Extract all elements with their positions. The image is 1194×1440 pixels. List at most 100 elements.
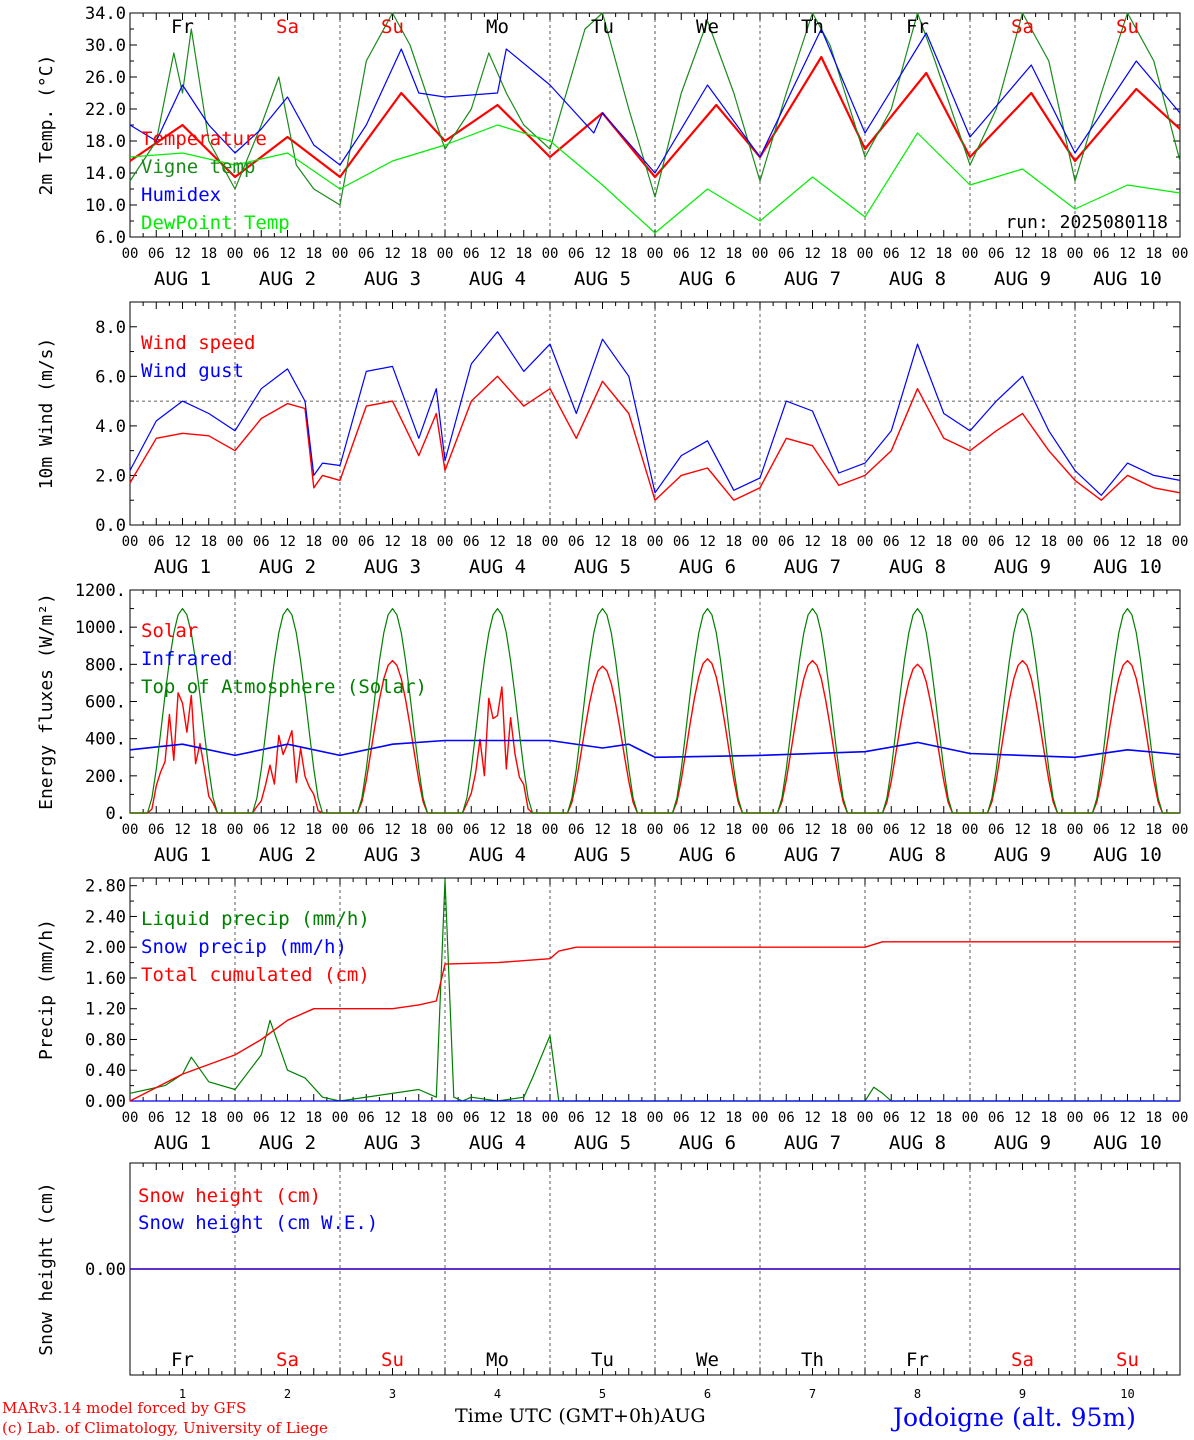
x-hour-label: 12 <box>174 246 191 262</box>
x-hour-label: 00 <box>752 534 769 550</box>
day-number-label: 7 <box>809 1387 816 1401</box>
x-date-label: AUG 1 <box>154 1132 211 1154</box>
x-hour-label: 12 <box>804 1110 821 1126</box>
x-hour-label: 18 <box>200 246 217 262</box>
x-hour-label: 06 <box>463 534 480 550</box>
x-hour-label: 18 <box>620 246 637 262</box>
x-hour-label: 00 <box>1067 1110 1084 1126</box>
x-hour-label: 00 <box>647 822 664 838</box>
x-date-label: AUG 6 <box>679 268 736 290</box>
x-hour-label: 12 <box>1119 1110 1136 1126</box>
x-hour-label: 12 <box>909 246 926 262</box>
x-date-label: AUG 9 <box>994 556 1051 578</box>
x-hour-label: 00 <box>437 1110 454 1126</box>
x-hour-label: 06 <box>148 534 165 550</box>
x-hour-label: 06 <box>568 534 585 550</box>
y-tick-label: 0. <box>106 804 126 824</box>
y-tick-label: 6.0 <box>95 367 126 387</box>
x-hour-label: 12 <box>1014 1110 1031 1126</box>
weekday-label-bottom: We <box>696 1349 719 1371</box>
legend-entry: Top of Atmosphere (Solar) <box>141 676 427 698</box>
x-hour-label: 00 <box>122 1110 139 1126</box>
x-hour-label: 00 <box>332 534 349 550</box>
x-hour-label: 00 <box>1172 534 1189 550</box>
legend-entry: Liquid precip (mm/h) <box>141 908 370 930</box>
x-hour-label: 06 <box>673 822 690 838</box>
x-date-label: AUG 4 <box>469 268 526 290</box>
day-number-label: 3 <box>389 1387 396 1401</box>
x-date-label: AUG 4 <box>469 1132 526 1154</box>
x-hour-label: 18 <box>1040 534 1057 550</box>
y-axis-label: Precip (mm/h) <box>36 919 57 1060</box>
y-axis-label: 10m Wind (m/s) <box>36 338 57 490</box>
x-hour-label: 00 <box>437 246 454 262</box>
legend-entry: Humidex <box>141 184 221 206</box>
x-hour-label: 06 <box>988 1110 1005 1126</box>
x-date-label: AUG 10 <box>1093 1132 1162 1154</box>
x-date-label: AUG 7 <box>784 1132 841 1154</box>
day-number-label: 1 <box>179 1387 186 1401</box>
x-hour-label: 06 <box>988 246 1005 262</box>
weekday-label-bottom: Su <box>381 1349 404 1371</box>
x-hour-label: 06 <box>568 822 585 838</box>
day-number-label: 6 <box>704 1387 711 1401</box>
series-line <box>129 375 1181 501</box>
y-tick-label: 30.0 <box>85 36 126 56</box>
x-hour-label: 00 <box>752 246 769 262</box>
x-hour-label: 12 <box>279 822 296 838</box>
series-line <box>129 28 1181 174</box>
x-date-label: AUG 3 <box>364 1132 421 1154</box>
x-hour-label: 12 <box>174 1110 191 1126</box>
x-hour-label: 12 <box>1119 246 1136 262</box>
x-hour-label: 18 <box>305 822 322 838</box>
x-hour-label: 06 <box>883 534 900 550</box>
x-hour-label: 00 <box>122 822 139 838</box>
x-hour-label: 00 <box>857 534 874 550</box>
x-hour-label: 12 <box>1119 534 1136 550</box>
x-hour-label: 12 <box>1014 534 1031 550</box>
x-date-label: AUG 8 <box>889 268 946 290</box>
x-hour-label: 06 <box>988 822 1005 838</box>
x-hour-label: 06 <box>673 534 690 550</box>
x-hour-label: 00 <box>542 534 559 550</box>
x-hour-label: 18 <box>200 822 217 838</box>
weekday-label-bottom: Th <box>801 1349 824 1371</box>
lab-credit: (c) Lab. of Climatology, University of L… <box>2 1419 328 1437</box>
y-tick-label: 4.0 <box>95 417 126 437</box>
x-hour-label: 12 <box>594 534 611 550</box>
x-hour-label: 00 <box>647 246 664 262</box>
weekday-label-bottom: Sa <box>1011 1349 1034 1371</box>
x-hour-label: 12 <box>384 1110 401 1126</box>
x-date-label: AUG 2 <box>259 1132 316 1154</box>
x-hour-label: 12 <box>279 246 296 262</box>
x-hour-label: 18 <box>725 246 742 262</box>
y-tick-label: 22.0 <box>85 100 126 120</box>
x-hour-label: 00 <box>1067 822 1084 838</box>
y-tick-label: 1200. <box>75 581 126 601</box>
y-tick-label: 8.0 <box>95 318 126 338</box>
x-date-label: AUG 5 <box>574 844 631 866</box>
weekday-label: Tu <box>591 16 614 38</box>
x-hour-label: 12 <box>1119 822 1136 838</box>
series-line <box>129 12 1181 206</box>
x-hour-label: 06 <box>568 1110 585 1126</box>
x-hour-label: 06 <box>988 534 1005 550</box>
x-hour-label: 18 <box>410 246 427 262</box>
day-number-label: 10 <box>1120 1387 1134 1401</box>
x-date-label: AUG 2 <box>259 556 316 578</box>
x-hour-label: 12 <box>699 246 716 262</box>
x-date-label: AUG 2 <box>259 268 316 290</box>
y-axis-label: Snow height (cm) <box>36 1182 57 1355</box>
x-hour-label: 12 <box>594 822 611 838</box>
series-line <box>129 941 1180 1102</box>
y-tick-label: 26.0 <box>85 68 126 88</box>
panel-frame <box>129 589 1181 814</box>
x-hour-label: 00 <box>1172 1110 1189 1126</box>
legend-entry: Wind speed <box>141 332 255 354</box>
x-hour-label: 18 <box>620 1110 637 1126</box>
x-hour-label: 12 <box>804 822 821 838</box>
legend-entry: Total cumulated (cm) <box>141 964 370 986</box>
legend-entry: Infrared <box>141 648 233 670</box>
x-hour-label: 18 <box>725 1110 742 1126</box>
x-date-label: AUG 1 <box>154 844 211 866</box>
